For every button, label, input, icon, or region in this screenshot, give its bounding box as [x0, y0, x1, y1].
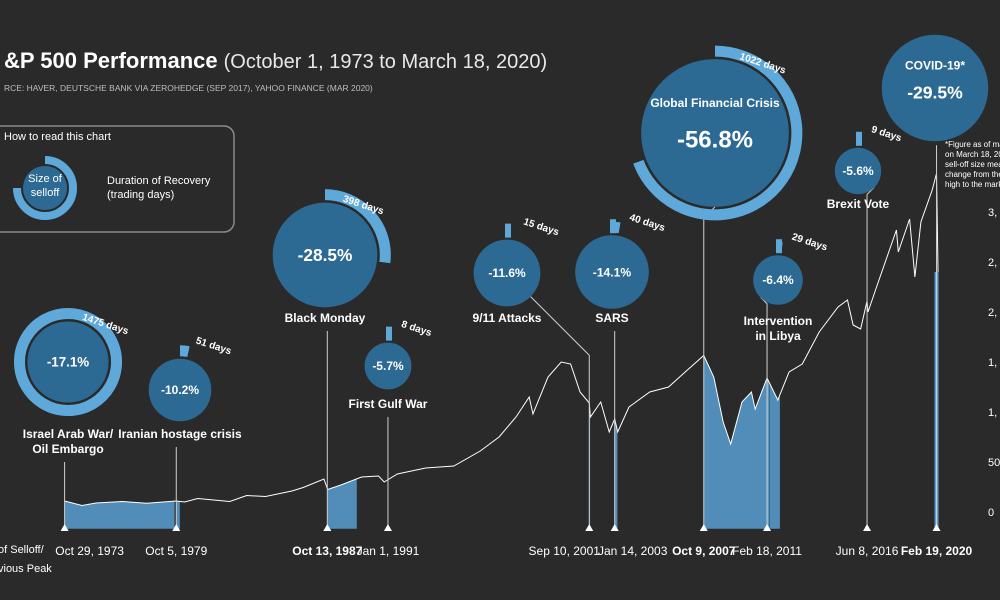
selloff-circle [881, 34, 989, 142]
y-tick-label: 3, [988, 207, 997, 219]
event-name: Oil Embargo [32, 442, 103, 456]
event-date: Oct 9, 2007 [672, 544, 736, 558]
event-date: Jan 1, 1991 [357, 544, 420, 558]
event-date: Jan 14, 2003 [598, 544, 668, 558]
date-marker [699, 524, 708, 531]
ring-tab [776, 239, 782, 254]
selloff-circle [148, 358, 212, 422]
recovery-ring [179, 345, 190, 358]
event-name: Global Financial Crisis [650, 96, 780, 110]
y-tick-label: 1, [988, 357, 997, 369]
event-date: Feb 19, 2020 [901, 544, 973, 558]
event-date: Oct 5, 1979 [145, 544, 207, 558]
date-marker [323, 524, 332, 531]
date-marker [383, 524, 392, 531]
date-marker [610, 524, 619, 531]
event-name: Intervention [744, 314, 813, 328]
selloff-circle [364, 342, 412, 390]
selloff-circle [473, 239, 541, 307]
ring-tab [856, 131, 862, 146]
recovery-area [176, 500, 181, 530]
value-label: -5.6% [842, 164, 874, 178]
value-label: -17.1% [47, 355, 89, 370]
recovery-ring [633, 45, 803, 221]
y-tick-label: 2, [988, 307, 997, 319]
y-tick-label: 50 [988, 457, 1000, 469]
ring-tab [386, 326, 392, 341]
event-name: First Gulf War [349, 397, 428, 411]
source: RCE: HAVER, DEUTSCHE BANK VIA ZEROHEDGE … [4, 83, 373, 93]
axis-label: of Selloff/ [0, 544, 45, 556]
selloff-circle [272, 202, 378, 308]
note: *Figure as of ma [945, 140, 1000, 149]
subtitle: (October 1, 1973 to March 18, 2020) [224, 51, 548, 73]
event-date: Oct 29, 1973 [55, 544, 124, 558]
y-tick-label: 0 [988, 507, 994, 519]
event-name: Israel Arab War/ [23, 427, 114, 441]
event-name: Brexit Vote [827, 197, 890, 211]
event-name: 9/11 Attacks [473, 311, 542, 325]
note: change from the [945, 170, 1000, 179]
event-date: Sep 10, 2001 [529, 544, 601, 558]
legend-ring [13, 156, 77, 220]
value-label: -5.7% [372, 359, 404, 373]
event-date: Oct 13, 1987 [292, 544, 362, 558]
date-marker [763, 524, 772, 531]
event-name: COVID-19* [905, 58, 965, 72]
event-name: Iranian hostage crisis [118, 427, 242, 441]
axis-label: vious Peak [0, 563, 52, 575]
legend-ring-label: (trading days) [107, 189, 174, 201]
selloff-circle [575, 235, 649, 309]
value-label: -28.5% [298, 245, 353, 265]
note: high to the mark [945, 180, 1000, 189]
y-tick-label: 1, [988, 407, 997, 419]
ring-tab [505, 223, 511, 238]
value-label: -29.5% [907, 83, 963, 103]
value-label: -11.6% [488, 266, 526, 280]
legend-title-bg [2, 128, 112, 142]
price-line [64, 173, 939, 507]
date-marker [60, 524, 69, 531]
legend-box [0, 125, 235, 233]
title-main: &P 500 Performance [4, 48, 218, 73]
value-label: -6.4% [762, 273, 794, 287]
selloff-circle [834, 147, 882, 195]
legend-circle [23, 166, 67, 210]
value-label: -10.2% [161, 383, 199, 397]
selloff-circle [27, 321, 109, 403]
date-marker [932, 524, 941, 531]
note: on March 18, 20 [945, 150, 1000, 159]
selloff-circle [641, 59, 789, 207]
chart-title: &P 500 Performance (October 1, 1973 to Ma… [4, 48, 547, 73]
recovery-ring [324, 189, 391, 264]
event-date: Jun 8, 2016 [836, 544, 899, 558]
date-marker [863, 524, 872, 531]
selloff-circle [753, 255, 803, 305]
value-label: -56.8% [677, 126, 753, 153]
value-label: -14.1% [593, 265, 632, 279]
legend-circle-label: selloff [31, 187, 60, 199]
legend-circle-label: Size of [28, 173, 63, 185]
event-name: Black Monday [285, 311, 366, 325]
y-tick-label: 2, [988, 257, 997, 269]
legend-title: How to read this chart [4, 131, 111, 143]
event-name: in Libya [755, 329, 801, 343]
event-name: SARS [595, 311, 628, 325]
note: sell-off size mea [945, 160, 1000, 169]
connector [530, 296, 590, 529]
date-marker [172, 524, 181, 531]
date-marker [585, 524, 594, 531]
legend-ring-label: Duration of Recovery [107, 175, 211, 187]
event-date: Feb 18, 2011 [732, 544, 802, 558]
connector [866, 186, 875, 529]
ring-tab [610, 219, 616, 234]
recovery-ring [13, 307, 122, 416]
legend-sample [13, 156, 77, 220]
